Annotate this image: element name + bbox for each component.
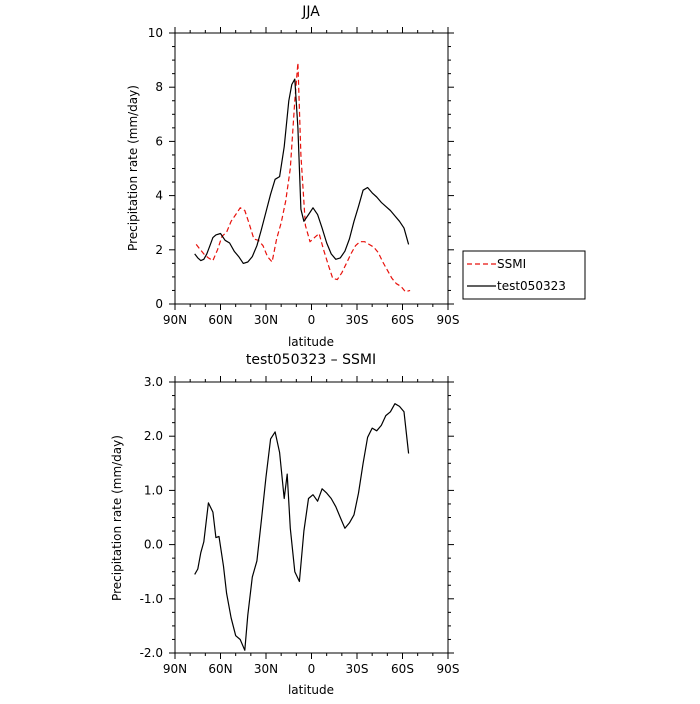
x-tick-label: 30S [346, 662, 369, 676]
y-tick-label: 2.0 [144, 429, 163, 443]
legend-label-ssmi: SSMI [497, 257, 526, 271]
y-tick-label: 6 [155, 134, 163, 148]
x-tick-label: 60N [208, 662, 232, 676]
top-plot-frame [174, 32, 449, 305]
y-tick-label: -2.0 [140, 646, 163, 660]
bottom-plot-frame [174, 381, 449, 654]
y-tick-label: 0 [155, 297, 163, 311]
panel-bottom: test050323 – SSMI 90N 60N 30N 0 30S 60S 90S -2.… [110, 352, 459, 697]
series-difference-line [194, 403, 410, 651]
y-tick-label: 4 [155, 189, 163, 203]
panel-top-title: JJA [301, 4, 320, 20]
y-tick-label: 2 [155, 243, 163, 257]
y-tick-label: 1.0 [144, 483, 163, 497]
bottom-xaxis-title: latitude [288, 683, 334, 697]
x-tick-label: 30N [254, 662, 278, 676]
x-tick-label: 30N [254, 313, 278, 327]
legend: SSMI test050323 [462, 250, 586, 300]
x-tick-label: 60N [208, 313, 232, 327]
top-series [194, 62, 411, 293]
y-tick-label: 3.0 [144, 375, 163, 389]
bottom-yaxis-title: Precipitation rate (mm/day) [110, 435, 124, 601]
bottom-series [194, 403, 410, 651]
bottom-tick-labels: 90N 60N 30N 0 30S 60S 90S -2.0 -1.0 0.0 1.0 2.0 3.0 [140, 375, 460, 676]
x-tick-label: 90N [163, 662, 187, 676]
y-tick-label: 0.0 [144, 538, 163, 552]
panel-bottom-title: test050323 – SSMI [246, 352, 376, 368]
y-tick-label: 8 [155, 80, 163, 94]
top-yaxis-title: Precipitation rate (mm/day) [126, 85, 140, 251]
top-xaxis-title: latitude [288, 335, 334, 349]
x-tick-label: 30S [346, 313, 369, 327]
y-tick-label: 10 [148, 26, 163, 40]
legend-label-test050323: test050323 [497, 279, 566, 293]
series-test050323-line [194, 78, 410, 264]
x-tick-label: 90S [437, 313, 460, 327]
legend-box [462, 250, 586, 300]
top-tick-labels: 90N 60N 30N 0 30S 60S 90S 0 2 4 6 8 10 [148, 26, 460, 327]
x-tick-label: 60S [391, 313, 414, 327]
x-tick-label: 60S [391, 662, 414, 676]
x-tick-label: 0 [308, 313, 316, 327]
x-tick-label: 0 [308, 662, 316, 676]
x-tick-label: 90N [163, 313, 187, 327]
series-ssmi-line [195, 62, 411, 293]
x-tick-label: 90S [437, 662, 460, 676]
y-tick-label: -1.0 [140, 592, 163, 606]
